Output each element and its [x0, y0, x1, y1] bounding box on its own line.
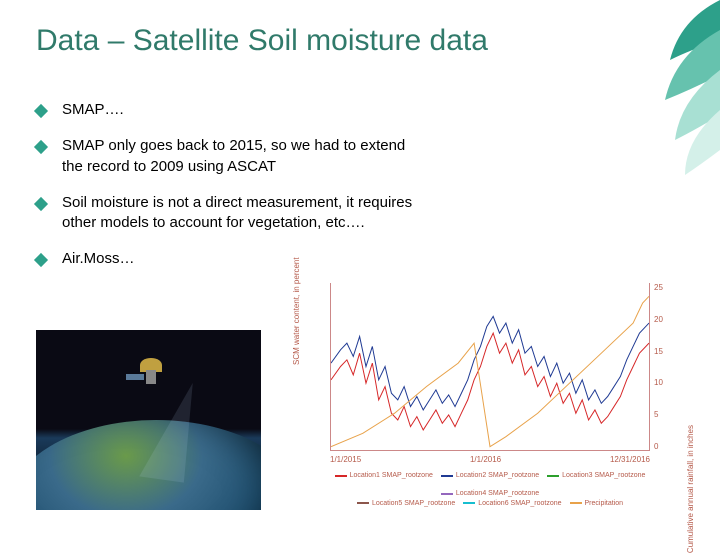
bullet-item: Soil moisture is not a direct measuremen…: [36, 193, 416, 234]
diamond-icon: [34, 253, 48, 267]
chart-series: [331, 296, 649, 446]
legend-label: Location4 SMAP_rootzone: [456, 489, 539, 499]
legend-swatch: [357, 502, 369, 504]
bullet-item: SMAP only goes back to 2015, so we had t…: [36, 136, 416, 177]
y-tick-label: 25: [654, 283, 663, 292]
legend-label: Precipitation: [585, 499, 624, 509]
legend-label: Location6 SMAP_rootzone: [478, 499, 561, 509]
legend-label: Location5 SMAP_rootzone: [372, 499, 455, 509]
x-ticks: 1/1/2015 1/1/2016 12/31/2016: [330, 455, 650, 464]
legend-swatch: [441, 475, 453, 477]
legend-item: Location4 SMAP_rootzone: [441, 489, 539, 499]
satellite-image: [36, 330, 261, 510]
legend-item: Location2 SMAP_rootzone: [441, 471, 539, 481]
legend-swatch: [441, 493, 453, 495]
satellite-icon: [126, 350, 176, 400]
x-tick-label: 1/1/2015: [330, 455, 361, 464]
bullet-text: SMAP only goes back to 2015, so we had t…: [62, 136, 416, 177]
diamond-icon: [34, 140, 48, 154]
y-tick-label: 5: [654, 410, 663, 419]
x-tick-label: 1/1/2016: [470, 455, 501, 464]
bullet-item: SMAP….: [36, 100, 416, 120]
bullet-text: SMAP….: [62, 100, 124, 120]
legend-swatch: [335, 475, 347, 477]
y-ticks-right: 25 20 15 10 5 0: [654, 283, 663, 451]
legend-item: Precipitation: [570, 499, 624, 509]
y-tick-label: 20: [654, 315, 663, 324]
legend-item: Location3 SMAP_rootzone: [547, 471, 645, 481]
page-title: Data – Satellite Soil moisture data: [36, 24, 488, 58]
y-tick-label: 10: [654, 378, 663, 387]
legend-label: Location3 SMAP_rootzone: [562, 471, 645, 481]
chart-series: [331, 316, 649, 410]
legend-label: Location1 SMAP_rootzone: [350, 471, 433, 481]
diamond-icon: [34, 197, 48, 211]
bullet-text: Air.Moss…: [62, 249, 135, 269]
chart-legend: Location1 SMAP_rootzone Location2 SMAP_ro…: [330, 471, 650, 508]
y-axis-right-label: Cumulative annual rainfall, in inches: [686, 425, 695, 553]
legend-swatch: [570, 502, 582, 504]
legend-item: Location1 SMAP_rootzone: [335, 471, 433, 481]
corner-decoration: [580, 0, 720, 180]
legend-item: Location5 SMAP_rootzone: [357, 499, 455, 509]
y-axis-left-label: SCM water content, in percent: [292, 257, 301, 365]
legend-swatch: [547, 475, 559, 477]
bullet-list: SMAP…. SMAP only goes back to 2015, so we…: [36, 100, 416, 286]
legend-item: Location6 SMAP_rootzone: [463, 499, 561, 509]
diamond-icon: [34, 104, 48, 118]
chart-series: [331, 333, 649, 430]
bullet-text: Soil moisture is not a direct measuremen…: [62, 193, 416, 234]
y-tick-label: 0: [654, 442, 663, 451]
legend-swatch: [463, 502, 475, 504]
plot-area: [330, 283, 650, 451]
legend-label: Location2 SMAP_rootzone: [456, 471, 539, 481]
x-tick-label: 12/31/2016: [610, 455, 650, 464]
soil-moisture-chart: SCM water content, in percent Cumulative…: [288, 265, 688, 505]
y-tick-label: 15: [654, 347, 663, 356]
